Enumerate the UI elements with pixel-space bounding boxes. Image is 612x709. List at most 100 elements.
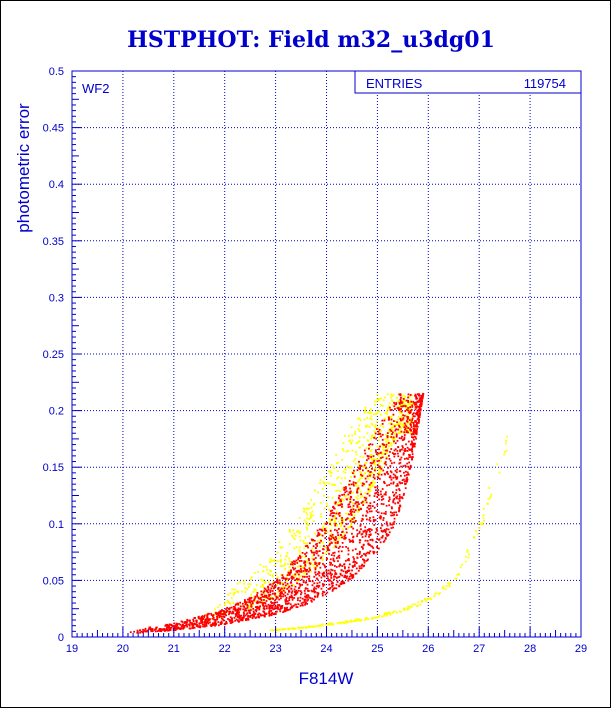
scatter-point <box>377 428 379 431</box>
scatter-point <box>384 510 387 513</box>
scatter-point <box>299 568 302 570</box>
scatter-point <box>401 418 404 421</box>
scatter-point <box>292 604 295 607</box>
scatter-point <box>336 524 338 526</box>
scatter-point <box>276 578 279 581</box>
scatter-point <box>308 596 311 599</box>
scatter-point <box>334 541 337 544</box>
axis-ticks <box>71 70 582 638</box>
scatter-point <box>314 532 317 535</box>
scatter-point <box>231 612 233 615</box>
scatter-point <box>413 401 416 404</box>
scatter-point <box>420 600 423 603</box>
scatter-point <box>278 579 281 582</box>
scatter-point <box>467 553 470 556</box>
scatter-point <box>406 479 408 482</box>
chart-title: HSTPHOT: Field m32_u3dg01 <box>127 27 495 53</box>
scatter-point <box>316 591 319 594</box>
scatter-point <box>286 574 289 577</box>
scatter-point <box>377 439 380 442</box>
scatter-point <box>299 531 302 534</box>
scatter-point <box>413 430 415 432</box>
scatter-point <box>402 403 405 406</box>
scatter-point <box>374 531 377 534</box>
scatter-point <box>370 457 373 460</box>
scatter-point <box>404 427 407 430</box>
scatter-point <box>398 424 400 427</box>
scatter-point <box>202 618 205 621</box>
scatter-point <box>402 465 405 468</box>
scatter-point <box>329 558 332 561</box>
scatter-point <box>399 474 402 477</box>
scatter-point <box>377 494 380 497</box>
scatter-point <box>292 576 295 579</box>
scatter-point <box>281 574 284 577</box>
scatter-point <box>349 466 352 469</box>
scatter-point <box>282 611 284 613</box>
scatter-point <box>350 619 352 622</box>
scatter-point <box>288 596 291 598</box>
scatter-point <box>466 549 469 552</box>
scatter-point <box>196 625 198 627</box>
scatter-point <box>349 490 352 493</box>
scatter-point <box>385 445 387 448</box>
scatter-point <box>366 455 369 458</box>
scatter-point <box>371 481 374 484</box>
scatter-point <box>334 501 337 504</box>
scatter-point <box>325 481 328 484</box>
scatter-point <box>173 627 176 630</box>
scatter-point <box>365 510 368 512</box>
scatter-point <box>266 597 269 599</box>
scatter-point <box>415 401 418 404</box>
scatter-point <box>318 562 321 565</box>
scatter-point <box>409 423 412 425</box>
scatter-point <box>246 606 249 609</box>
scatter-point <box>321 623 324 626</box>
scatter-point <box>349 520 352 523</box>
scatter-point <box>345 487 347 490</box>
scatter-point <box>232 608 235 611</box>
scatter-point <box>314 561 317 564</box>
scatter-point <box>140 630 143 633</box>
scatter-point <box>340 482 342 485</box>
scatter-point <box>405 478 408 481</box>
scatter-point <box>195 621 198 624</box>
scatter-point <box>320 540 322 543</box>
scatter-point <box>323 571 325 574</box>
scatter-point <box>274 585 277 587</box>
scatter-point <box>380 457 382 459</box>
scatter-point <box>330 535 333 538</box>
scatter-point <box>411 458 413 461</box>
scatter-point <box>277 608 280 610</box>
scatter-point <box>369 483 372 485</box>
scatter-point <box>384 513 387 515</box>
scatter-point <box>338 497 340 500</box>
scatter-point <box>416 422 419 424</box>
scatter-point <box>180 627 183 630</box>
scatter-point <box>347 517 350 520</box>
scatter-point <box>239 619 242 621</box>
scatter-point <box>328 482 331 485</box>
scatter-point <box>382 449 385 452</box>
scatter-point <box>329 571 332 574</box>
scatter-point <box>294 627 297 630</box>
scatter-point <box>339 621 342 624</box>
scatter-point <box>365 530 368 533</box>
scatter-point <box>261 595 264 598</box>
scatter-point <box>350 540 353 543</box>
scatter-point <box>297 565 299 568</box>
scatter-point <box>329 534 332 537</box>
scatter-point <box>208 618 211 620</box>
scatter-point <box>322 584 325 587</box>
scatter-point <box>393 610 396 613</box>
scatter-point <box>330 577 333 579</box>
scatter-point <box>312 563 315 566</box>
scatter-point <box>367 411 370 414</box>
scatter-point <box>380 453 383 456</box>
scatter-point <box>400 415 403 418</box>
scatter-point <box>341 494 344 496</box>
scatter-point <box>356 533 359 536</box>
scatter-point <box>369 411 372 414</box>
scatter-point <box>353 516 356 519</box>
y-tick-label: 0.25 <box>43 349 64 361</box>
